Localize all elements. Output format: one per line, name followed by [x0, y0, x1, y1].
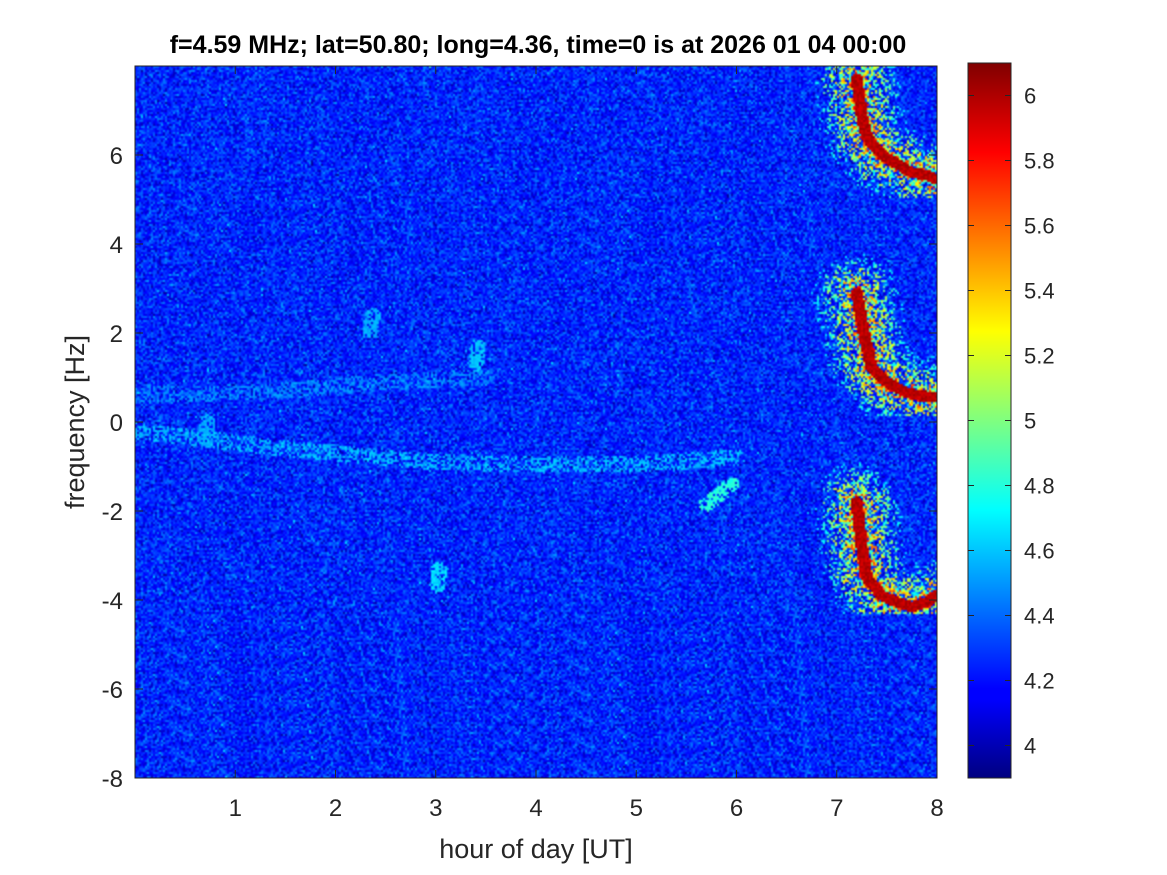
y-axis-label: frequency [Hz]: [60, 335, 90, 509]
x-tick-label: 8: [930, 795, 943, 822]
colorbar-tick-label: 5: [1024, 409, 1036, 434]
colorbar-tick-label: 6: [1024, 84, 1036, 109]
colorbar: 4 4.2 4.4 4.6 4.8 5 5.2 5.4 5.6 5.8 6: [967, 62, 1055, 779]
x-axis-ticks: 1 2 3 4 5 6 7 8: [229, 66, 944, 822]
x-tick-label: 2: [329, 795, 342, 822]
colorbar-tick-label: 4.4: [1024, 604, 1055, 629]
y-tick-label: -4: [102, 588, 123, 615]
y-tick-label: 4: [110, 232, 123, 259]
chart-title: f=4.59 MHz; lat=50.80; long=4.36, time=0…: [170, 31, 907, 59]
y-tick-label: -6: [102, 677, 123, 704]
colorbar-tick-label: 4.8: [1024, 474, 1055, 499]
spectrogram-heatmap: [135, 66, 937, 778]
y-tick-label: -8: [102, 766, 123, 793]
y-tick-label: 0: [110, 410, 123, 437]
colorbar-ticks: 4 4.2 4.4 4.6 4.8 5 5.2 5.4 5.6 5.8 6: [968, 84, 1055, 759]
x-tick-label: 4: [529, 795, 542, 822]
y-tick-label: -2: [102, 499, 123, 526]
x-tick-label: 3: [429, 795, 442, 822]
y-axis-ticks: -8 -6 -4 -2 0 2 4 6: [102, 143, 937, 793]
colorbar-tick-label: 5.6: [1024, 214, 1055, 239]
y-tick-label: 6: [110, 143, 123, 170]
colorbar-tick-label: 4.6: [1024, 539, 1055, 564]
colorbar-tick-label: 4: [1024, 734, 1036, 759]
x-tick-label: 6: [730, 795, 743, 822]
x-tick-label: 1: [229, 795, 242, 822]
plot-area: 1 2 3 4 5 6 7 8 -8 -6 -4 -2 0 2 4 6: [102, 65, 944, 822]
y-tick-label: 2: [110, 321, 123, 348]
colorbar-tick-label: 5.8: [1024, 149, 1055, 174]
colorbar-tick-label: 5.4: [1024, 279, 1055, 304]
x-tick-label: 5: [630, 795, 643, 822]
colorbar-tick-label: 4.2: [1024, 669, 1055, 694]
colorbar-tick-label: 5.2: [1024, 344, 1055, 369]
colorbar-gradient: [968, 63, 1011, 778]
x-axis-label: hour of day [UT]: [439, 834, 633, 864]
x-tick-label: 7: [830, 795, 843, 822]
